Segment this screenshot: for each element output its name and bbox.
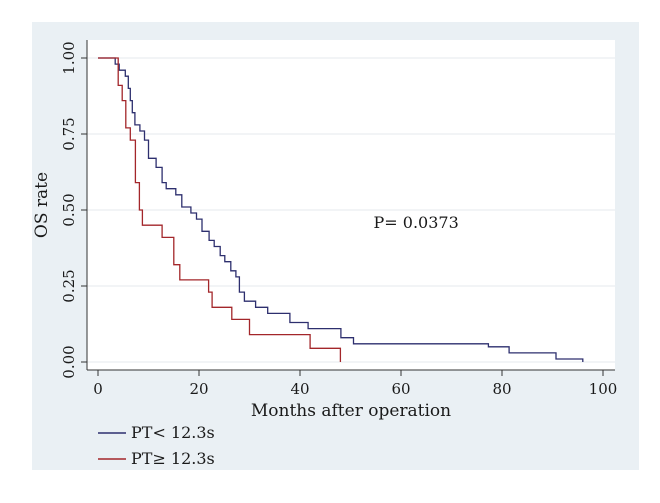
y-tick-label: 1.00 bbox=[60, 41, 78, 74]
y-tick-label: 0.00 bbox=[60, 345, 78, 378]
legend: PT< 12.3s PT≥ 12.3s bbox=[98, 423, 215, 468]
x-tick-label: 40 bbox=[290, 380, 309, 398]
legend-label: PT< 12.3s bbox=[131, 423, 215, 442]
x-tick-label: 80 bbox=[492, 380, 511, 398]
series-layer bbox=[98, 57, 584, 362]
p-value-annotation: P= 0.0373 bbox=[374, 213, 459, 232]
x-tick-label: 60 bbox=[391, 380, 410, 398]
y-axis-label: OS rate bbox=[32, 172, 52, 238]
series-line-pt-lt-12-3s bbox=[98, 57, 584, 362]
y-tick-label: 0.50 bbox=[60, 193, 78, 226]
legend-label: PT≥ 12.3s bbox=[131, 449, 215, 468]
grid bbox=[87, 57, 615, 363]
series-line-pt-ge-12-3s bbox=[98, 57, 342, 362]
annotations: P= 0.0373 bbox=[374, 213, 459, 232]
x-axis-label: Months after operation bbox=[251, 401, 451, 421]
x-tick-label: 100 bbox=[589, 380, 618, 398]
x-tick-label: 0 bbox=[93, 380, 103, 398]
y-tick-label: 0.25 bbox=[60, 269, 78, 302]
y-tick-label: 0.75 bbox=[60, 117, 78, 150]
x-tick-label: 20 bbox=[189, 380, 208, 398]
axes: 0.00 0.25 0.50 0.75 1.00 0 20 40 60 80 100 bbox=[60, 40, 617, 398]
plot-area bbox=[87, 40, 615, 370]
